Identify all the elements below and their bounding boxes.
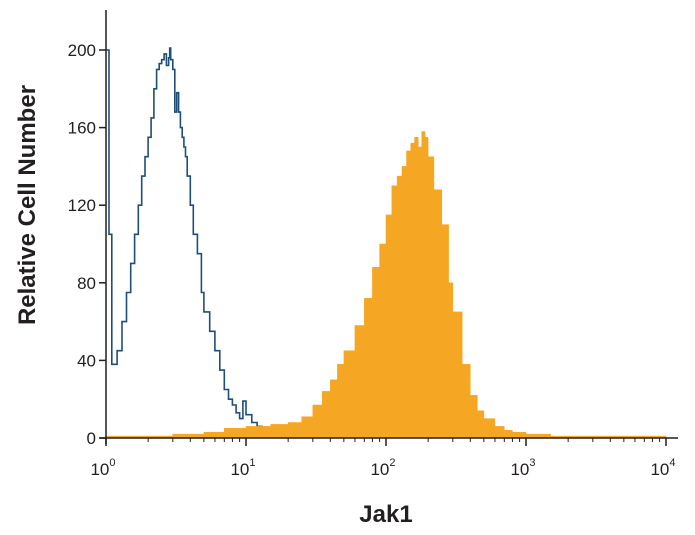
- x-tick-label: 100: [90, 457, 115, 479]
- x-axis-title: Jak1: [359, 501, 412, 528]
- y-tick-label: 80: [77, 274, 96, 293]
- y-tick-label: 0: [87, 429, 96, 448]
- ticks: 0 40 80 120 160 200 100 101 102 103 104: [68, 41, 676, 479]
- y-tick-label: 40: [77, 351, 96, 370]
- y-axis-title: Relative Cell Number: [14, 85, 41, 325]
- x-tick-label: 104: [650, 457, 675, 479]
- y-tick-label: 160: [68, 119, 96, 138]
- y-tick-label: 200: [68, 41, 96, 60]
- plot-area: [105, 47, 667, 439]
- axes: [100, 10, 678, 444]
- x-tick-label: 101: [230, 457, 255, 479]
- x-tick-label: 102: [370, 457, 395, 479]
- x-tick-label: 103: [510, 457, 535, 479]
- y-tick-label: 120: [68, 196, 96, 215]
- stained-histogram: [105, 131, 667, 439]
- isotype-histogram: [106, 47, 267, 430]
